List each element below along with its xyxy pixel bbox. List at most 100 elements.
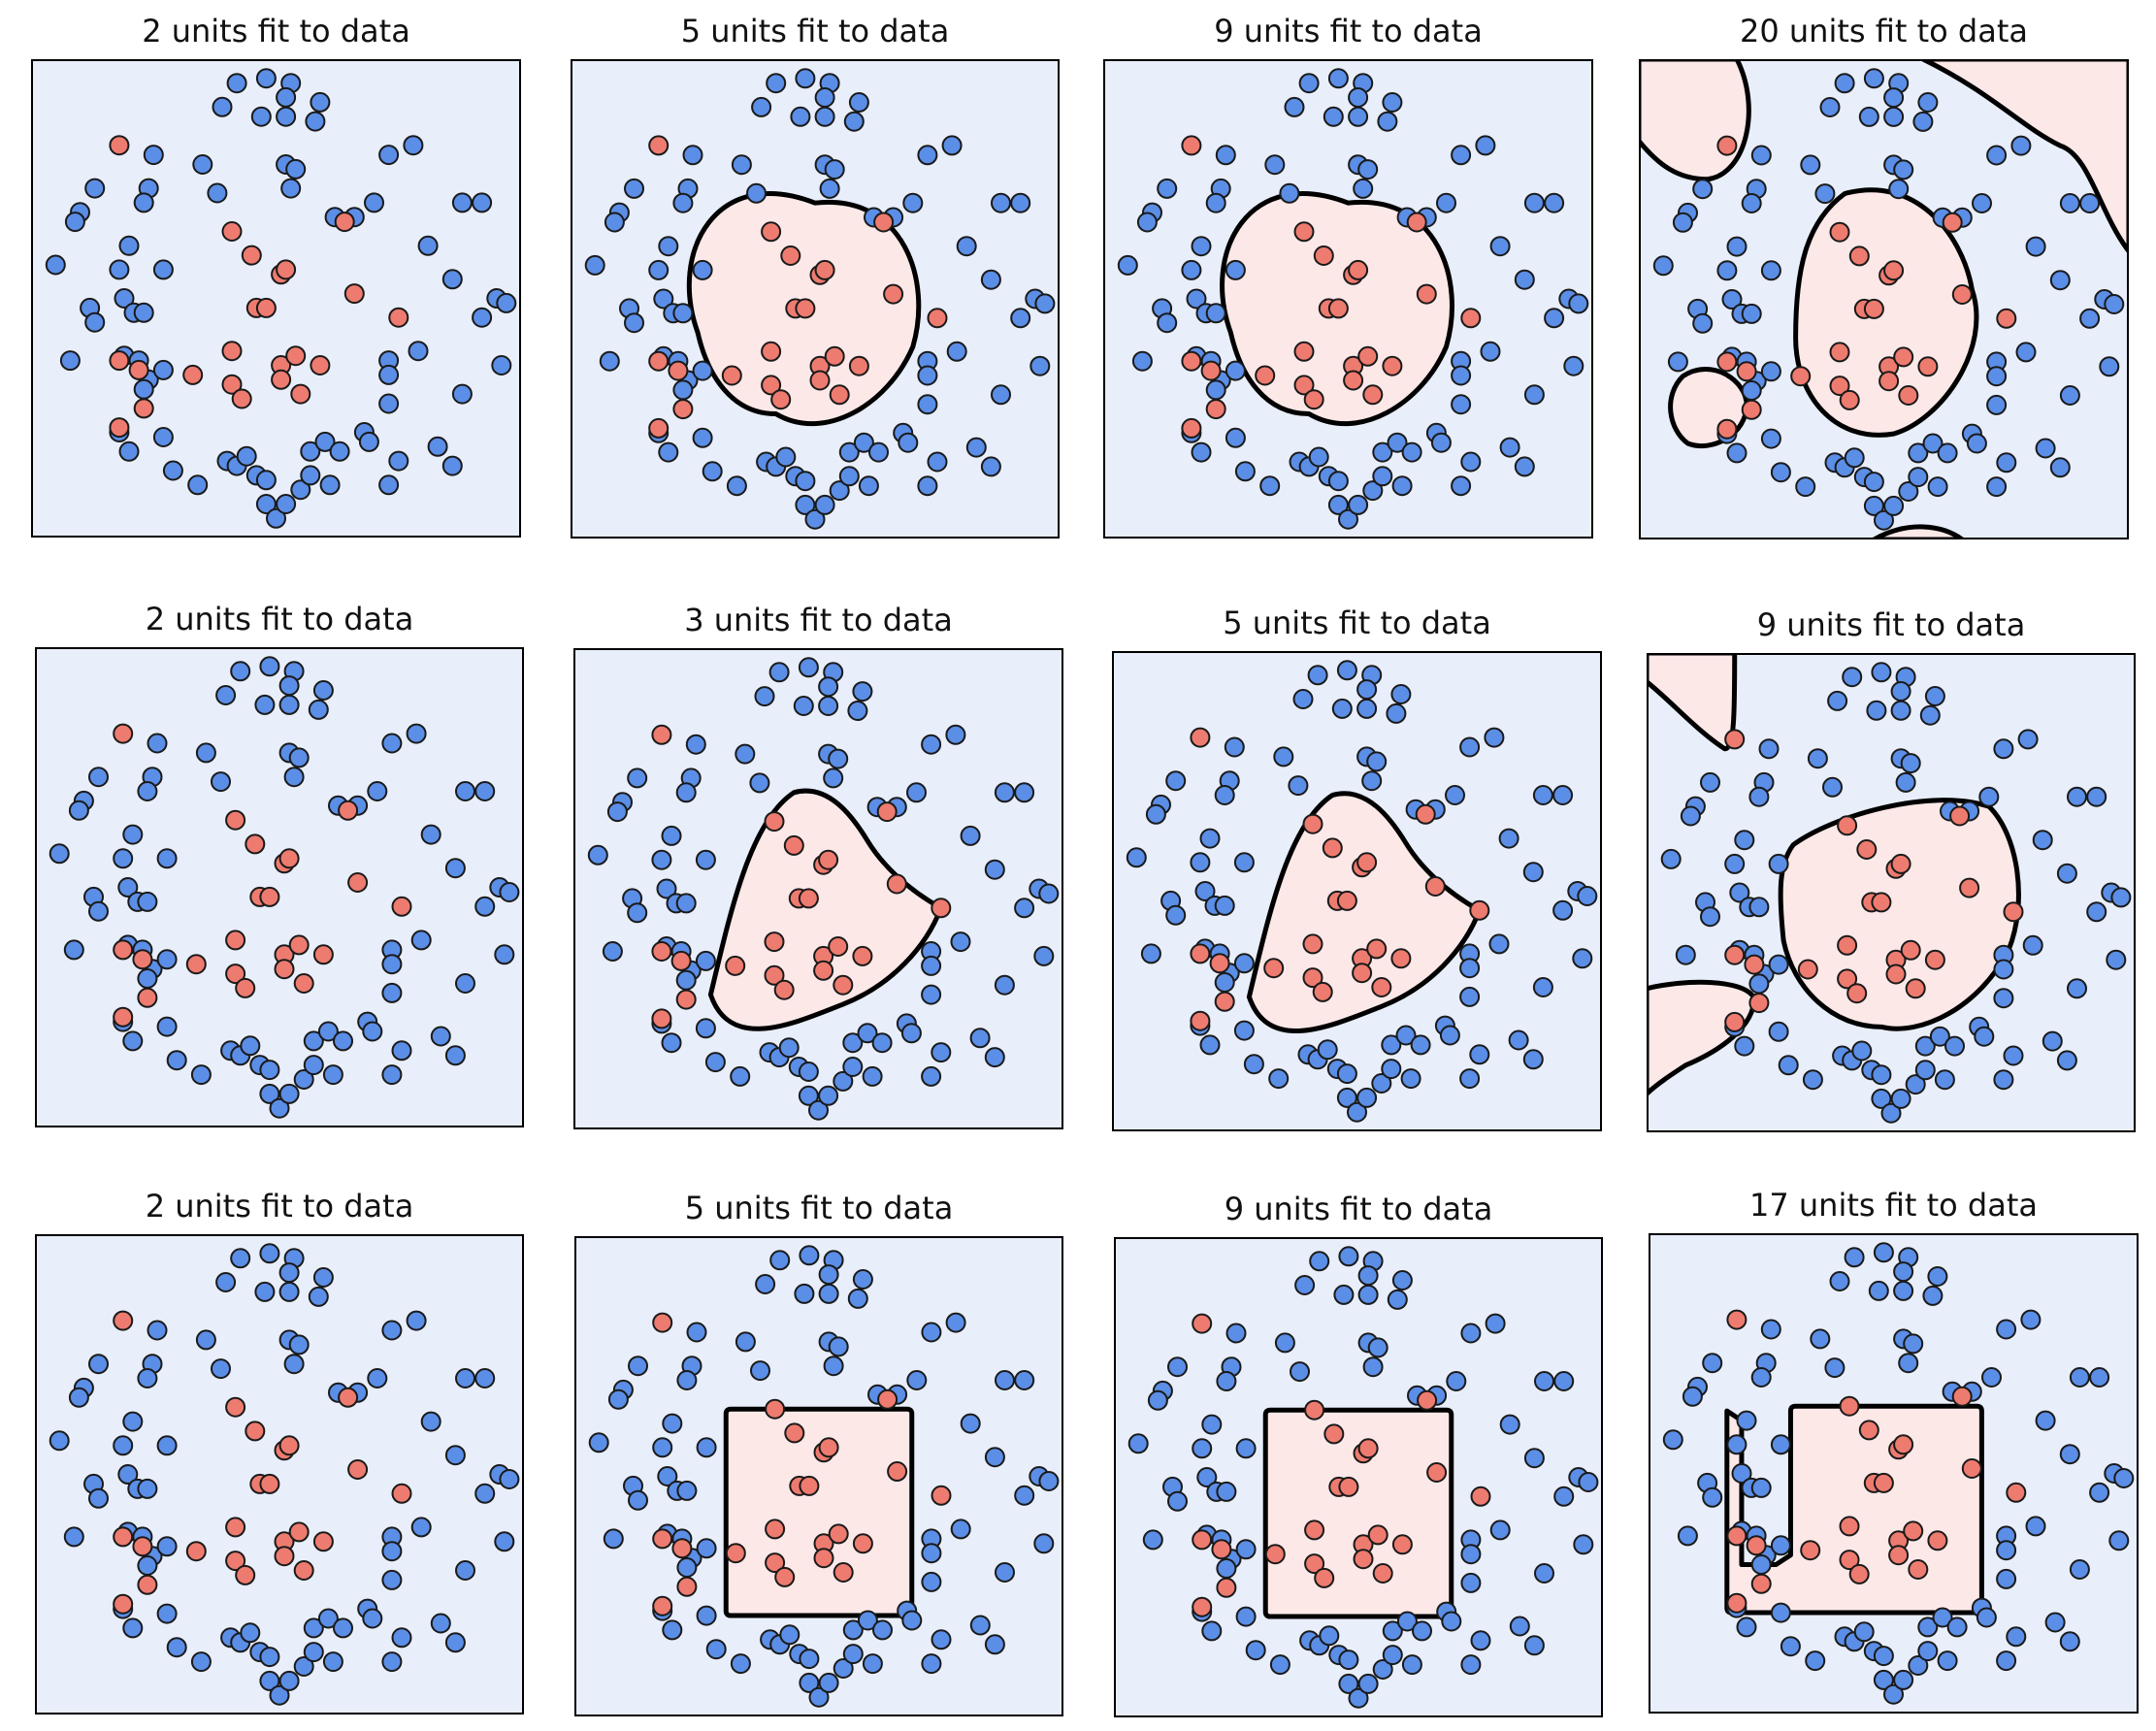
- blue-point: [695, 950, 716, 971]
- red-point: [1372, 1563, 1393, 1584]
- blue-point: [2035, 1410, 2056, 1431]
- blue-point: [1509, 1616, 1530, 1637]
- blue-point: [122, 824, 144, 845]
- blue-point: [1145, 803, 1166, 825]
- blue-point: [1934, 1069, 1955, 1091]
- red-point: [813, 1548, 834, 1569]
- blue-point: [2006, 1626, 2027, 1648]
- blue-point: [661, 825, 682, 846]
- blue-point: [230, 661, 251, 682]
- blue-point: [2089, 1482, 2110, 1503]
- blue-point: [1858, 106, 1879, 127]
- blue-point: [1451, 365, 1472, 386]
- blue-point: [1993, 988, 2014, 1009]
- red-point: [670, 950, 692, 971]
- red-point: [1366, 938, 1388, 960]
- red-point: [1837, 815, 1858, 836]
- blue-point: [672, 379, 694, 401]
- blue-point: [1353, 178, 1374, 199]
- red-point: [829, 384, 850, 406]
- blue-point: [451, 192, 473, 213]
- blue-point: [1675, 944, 1696, 965]
- blue-point: [1372, 1659, 1393, 1680]
- blue-point: [118, 235, 140, 256]
- plot-area: [1649, 1233, 2139, 1714]
- blue-point: [675, 969, 697, 991]
- blue-point: [1871, 1064, 1892, 1086]
- red-point: [1390, 948, 1412, 969]
- blue-point: [1677, 1525, 1698, 1547]
- blue-point: [1309, 1251, 1330, 1272]
- blue-point: [1917, 92, 1939, 113]
- red-point: [1961, 1458, 1982, 1479]
- blue-point: [378, 364, 400, 385]
- blue-point: [1225, 1323, 1247, 1344]
- blue-point: [1235, 1606, 1257, 1627]
- red-point: [675, 989, 697, 1010]
- panel-title: 20 units fit to data: [1740, 13, 2028, 49]
- red-point: [1255, 365, 1276, 386]
- blue-point: [1734, 1035, 1755, 1057]
- red-point: [221, 374, 243, 395]
- red-point: [652, 1595, 673, 1617]
- blue-point: [190, 1064, 212, 1086]
- blue-point: [444, 1632, 466, 1653]
- blue-point: [378, 145, 400, 166]
- red-point: [225, 930, 246, 951]
- blue-point: [1863, 68, 1884, 89]
- blue-point: [1338, 1673, 1359, 1694]
- blue-point: [444, 858, 466, 879]
- red-point: [1716, 418, 1738, 440]
- red-point: [1736, 361, 1757, 382]
- blue-point: [1721, 289, 1743, 310]
- blue-point: [1667, 351, 1688, 373]
- blue-point: [276, 494, 297, 514]
- blue-point: [695, 1018, 716, 1039]
- red-point: [1313, 245, 1334, 266]
- blue-point: [965, 437, 987, 458]
- red-point: [813, 960, 834, 981]
- blue-point: [472, 192, 493, 213]
- blue-point: [624, 178, 644, 199]
- blue-point: [1996, 1650, 2017, 1672]
- red-point: [1192, 1313, 1213, 1334]
- blue-point: [255, 68, 277, 89]
- blue-point: [226, 73, 247, 94]
- blue-point: [1401, 1654, 1422, 1676]
- blue-point: [300, 465, 321, 486]
- blue-point: [1214, 785, 1235, 805]
- red-point: [388, 307, 409, 328]
- blue-point: [917, 365, 938, 386]
- blue-point: [1900, 753, 1921, 774]
- blue-point: [1331, 698, 1353, 719]
- blue-point: [1700, 771, 1720, 793]
- red-point: [1214, 991, 1235, 1012]
- blue-point: [829, 480, 850, 502]
- blue-point: [1327, 494, 1349, 515]
- blue-point: [1750, 145, 1772, 166]
- red-point: [676, 1576, 698, 1597]
- scatter-panel-5: 2 units fit to data: [35, 601, 524, 1127]
- red-point: [285, 345, 307, 367]
- red-point: [1322, 837, 1343, 859]
- panel-title: 3 units fit to data: [684, 602, 953, 638]
- blue-point: [1243, 1054, 1264, 1075]
- red-point: [721, 365, 742, 386]
- blue-point: [917, 145, 938, 166]
- blue-point: [1225, 427, 1246, 448]
- blue-point: [1489, 1519, 1511, 1541]
- red-point: [347, 1459, 369, 1480]
- blue-point: [308, 1286, 329, 1307]
- blue-point: [808, 1099, 829, 1121]
- blue-point: [362, 1021, 383, 1042]
- blue-point: [1010, 192, 1031, 213]
- blue-point: [921, 1653, 942, 1675]
- red-point: [278, 848, 300, 869]
- blue-point: [779, 1624, 800, 1646]
- blue-point: [1770, 1434, 1791, 1455]
- blue-point: [1357, 159, 1379, 180]
- blue-point: [818, 1085, 839, 1106]
- blue-point: [2086, 786, 2107, 807]
- red-point: [833, 1562, 854, 1583]
- red-point: [1748, 993, 1770, 1014]
